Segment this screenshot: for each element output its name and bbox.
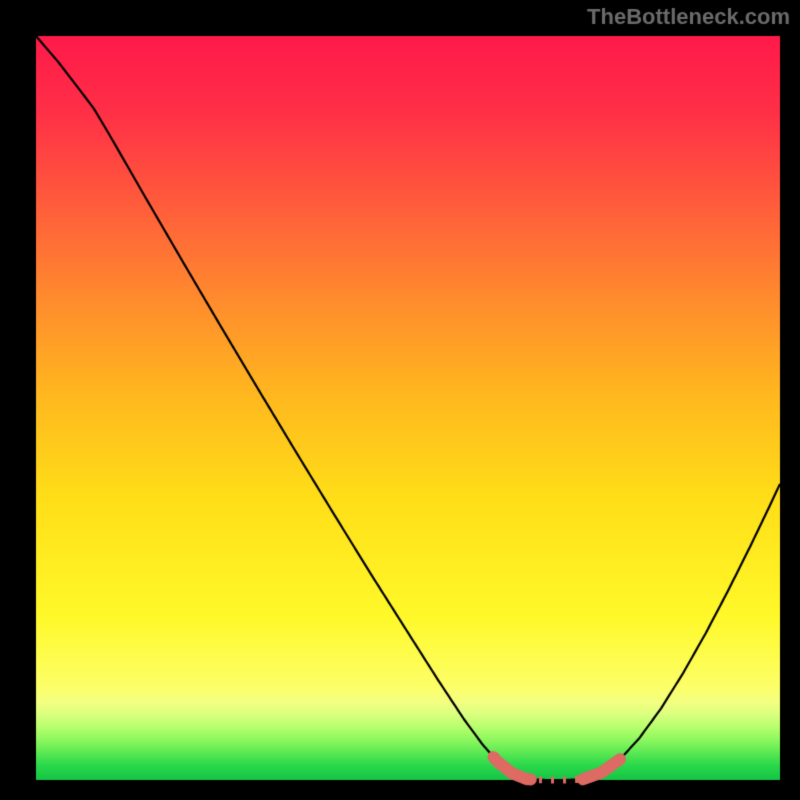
bottleneck-chart	[0, 0, 800, 800]
